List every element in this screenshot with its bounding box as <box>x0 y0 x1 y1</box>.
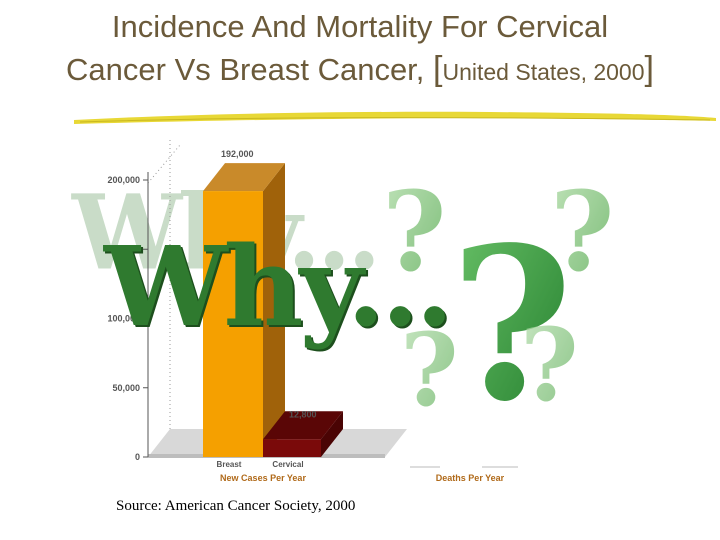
title-bracket-open: [ <box>433 50 443 88</box>
bar-cervical <box>263 439 321 457</box>
why-overlay-text: Why... <box>104 222 454 351</box>
title-line-1: Incidence And Mortality For Cervical <box>111 9 609 44</box>
title-line-2-small: United States, 2000 <box>442 59 645 85</box>
source-caption: Source: American Cancer Society, 2000 <box>116 498 356 514</box>
category-label-cervical: Cervical <box>272 460 303 469</box>
bar-breast-side <box>263 163 285 457</box>
bar-breast-top <box>203 163 285 192</box>
bar-cervical-top <box>263 411 343 440</box>
data-label-cervical: 12,800 <box>289 409 317 419</box>
y-tick-label: 50,000 <box>112 383 140 393</box>
question-mark-icon: ? <box>520 306 579 410</box>
question-mark-icon: ? <box>450 201 573 410</box>
group-label-new-cases: New Cases Per Year <box>220 473 306 483</box>
title-underline-rule <box>74 111 716 124</box>
question-mark-icon: ? <box>400 311 459 410</box>
y-tick-label: 150,000 <box>107 244 140 254</box>
group-label-deaths: Deaths Per Year <box>436 473 505 483</box>
y-tick-label: 100,000 <box>107 314 140 324</box>
slide-title: Incidence And Mortality For Cervical Can… <box>0 6 720 93</box>
question-marks-illustration: ? ? ? ? ? <box>382 167 614 410</box>
question-mark-icon: ? <box>550 167 614 296</box>
title-bracket-close: ] <box>644 50 654 88</box>
y-tick-label: 200,000 <box>107 175 140 185</box>
bar-breast <box>203 191 263 457</box>
title-line-2-main: Cancer Vs Breast Cancer, <box>66 52 434 87</box>
data-label-breast: 192,000 <box>221 149 254 159</box>
y-tick-label: 0 <box>135 452 140 462</box>
bar-cervical-side <box>321 411 343 457</box>
title-line-2: Cancer Vs Breast Cancer, [United States,… <box>0 48 720 93</box>
category-label-breast: Breast <box>217 460 242 469</box>
question-mark-icon: ? <box>382 167 446 296</box>
chart-top-perspective-line <box>147 144 181 184</box>
